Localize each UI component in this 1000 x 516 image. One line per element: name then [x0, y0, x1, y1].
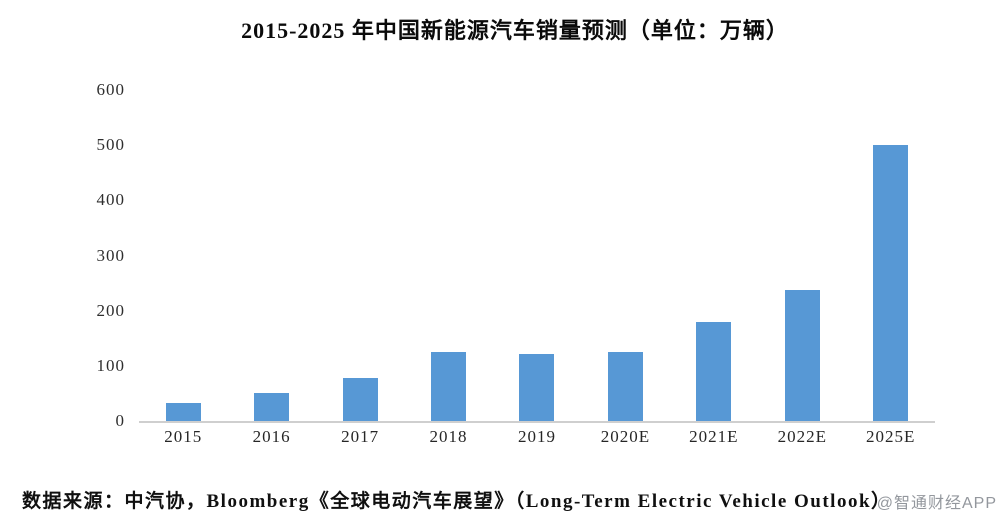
bar-slot-2018 [404, 90, 492, 421]
bar-slot-2020E [581, 90, 669, 421]
bar-slot-2019 [493, 90, 581, 421]
y-tick-label-600: 600 [96, 80, 125, 99]
x-tick-label-2016: 2016 [252, 427, 291, 446]
y-tick-label-0: 0 [115, 411, 125, 430]
x-tick-label-2019: 2019 [517, 427, 556, 446]
bar-slot-2016 [227, 90, 315, 421]
bar-2018 [431, 351, 467, 421]
y-tick-label-400: 400 [96, 190, 125, 210]
x-tick-label-2025E: 2025E [866, 427, 916, 446]
bar-2019 [519, 354, 555, 421]
bar-slot-2022E [758, 90, 846, 421]
source-note: 数据来源：中汽协，Bloomberg《全球电动汽车展望》（Long-Term E… [22, 491, 892, 512]
x-tick-label-2017: 2017 [341, 427, 380, 446]
x-tick-label-2015: 2015 [164, 427, 203, 446]
bar-2016 [254, 392, 290, 421]
bar-slot-2017 [316, 90, 404, 421]
y-tick-label-300: 300 [96, 245, 125, 265]
bar-2021E [696, 321, 732, 421]
bar-2022E [784, 290, 820, 421]
bar-slot-2015 [139, 90, 227, 421]
plot-area: 0 100 200 300 400 500 600 [97, 80, 935, 430]
y-tick-label-100: 100 [96, 355, 125, 375]
bar-2015 [165, 402, 201, 421]
x-axis-labels: 2015 2016 2017 2018 2019 2020E 2021E 2022E 2025E [139, 427, 935, 447]
y-tick-label-500: 500 [96, 135, 125, 155]
x-tick-label-2018: 2018 [429, 427, 468, 446]
bars-container [139, 90, 935, 421]
bar-2020E [607, 352, 643, 421]
bar-2025E [873, 145, 909, 421]
watermark: @智通财经APP [876, 495, 997, 512]
y-tick-label-200: 200 [96, 300, 125, 320]
chart-title: 2015-2025 年中国新能源汽车销量预测（单位：万辆） [241, 18, 789, 43]
x-tick-label-2020E: 2020E [600, 427, 651, 446]
bar-slot-2025E [847, 90, 935, 421]
bar-2017 [342, 377, 378, 421]
x-tick-label-2022E: 2022E [777, 427, 827, 446]
x-tick-label-2021E: 2021E [689, 427, 739, 446]
bar-slot-2021E [670, 90, 758, 421]
